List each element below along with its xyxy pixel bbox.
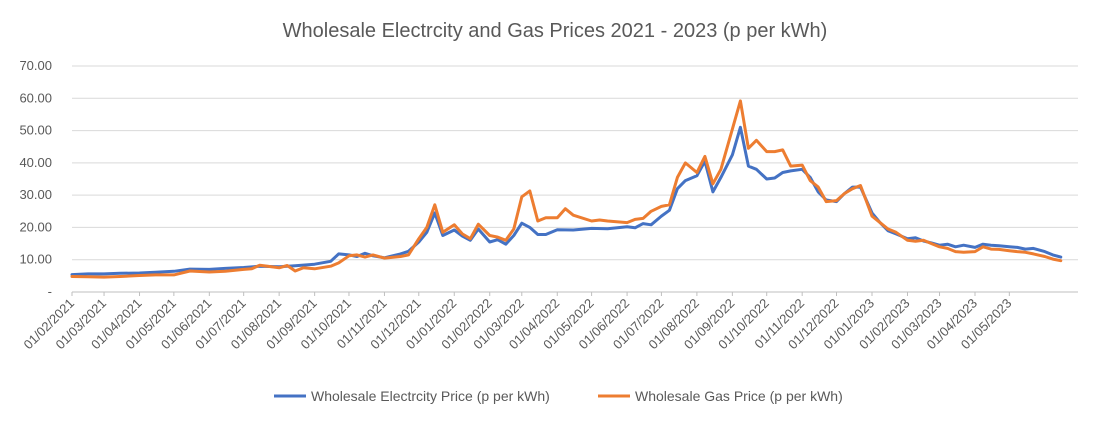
- y-tick-label: 70.00: [19, 58, 52, 73]
- chart-title: Wholesale Electrcity and Gas Prices 2021…: [283, 20, 828, 42]
- y-tick-label: 20.00: [19, 219, 52, 234]
- y-axis-ticks: - 10.00 20.00 30.00 40.00 50.00 60.00 70.00: [19, 58, 52, 299]
- y-tick-label: 60.00: [19, 90, 52, 105]
- series-lines: [70, 99, 1063, 279]
- legend-label-gas: Wholesale Gas Price (p per kWh): [635, 388, 843, 404]
- legend-label-electricity: Wholesale Electrcity Price (p per kWh): [311, 388, 550, 404]
- y-tick-label: -: [48, 284, 52, 299]
- gas-price-line: [70, 99, 1063, 279]
- y-tick-label: 50.00: [19, 123, 52, 138]
- gridlines: [72, 65, 1078, 293]
- y-tick-label: 40.00: [19, 155, 52, 170]
- y-tick-label: 10.00: [19, 252, 52, 267]
- y-tick-label: 30.00: [19, 187, 52, 202]
- legend: Wholesale Electrcity Price (p per kWh) W…: [274, 388, 843, 404]
